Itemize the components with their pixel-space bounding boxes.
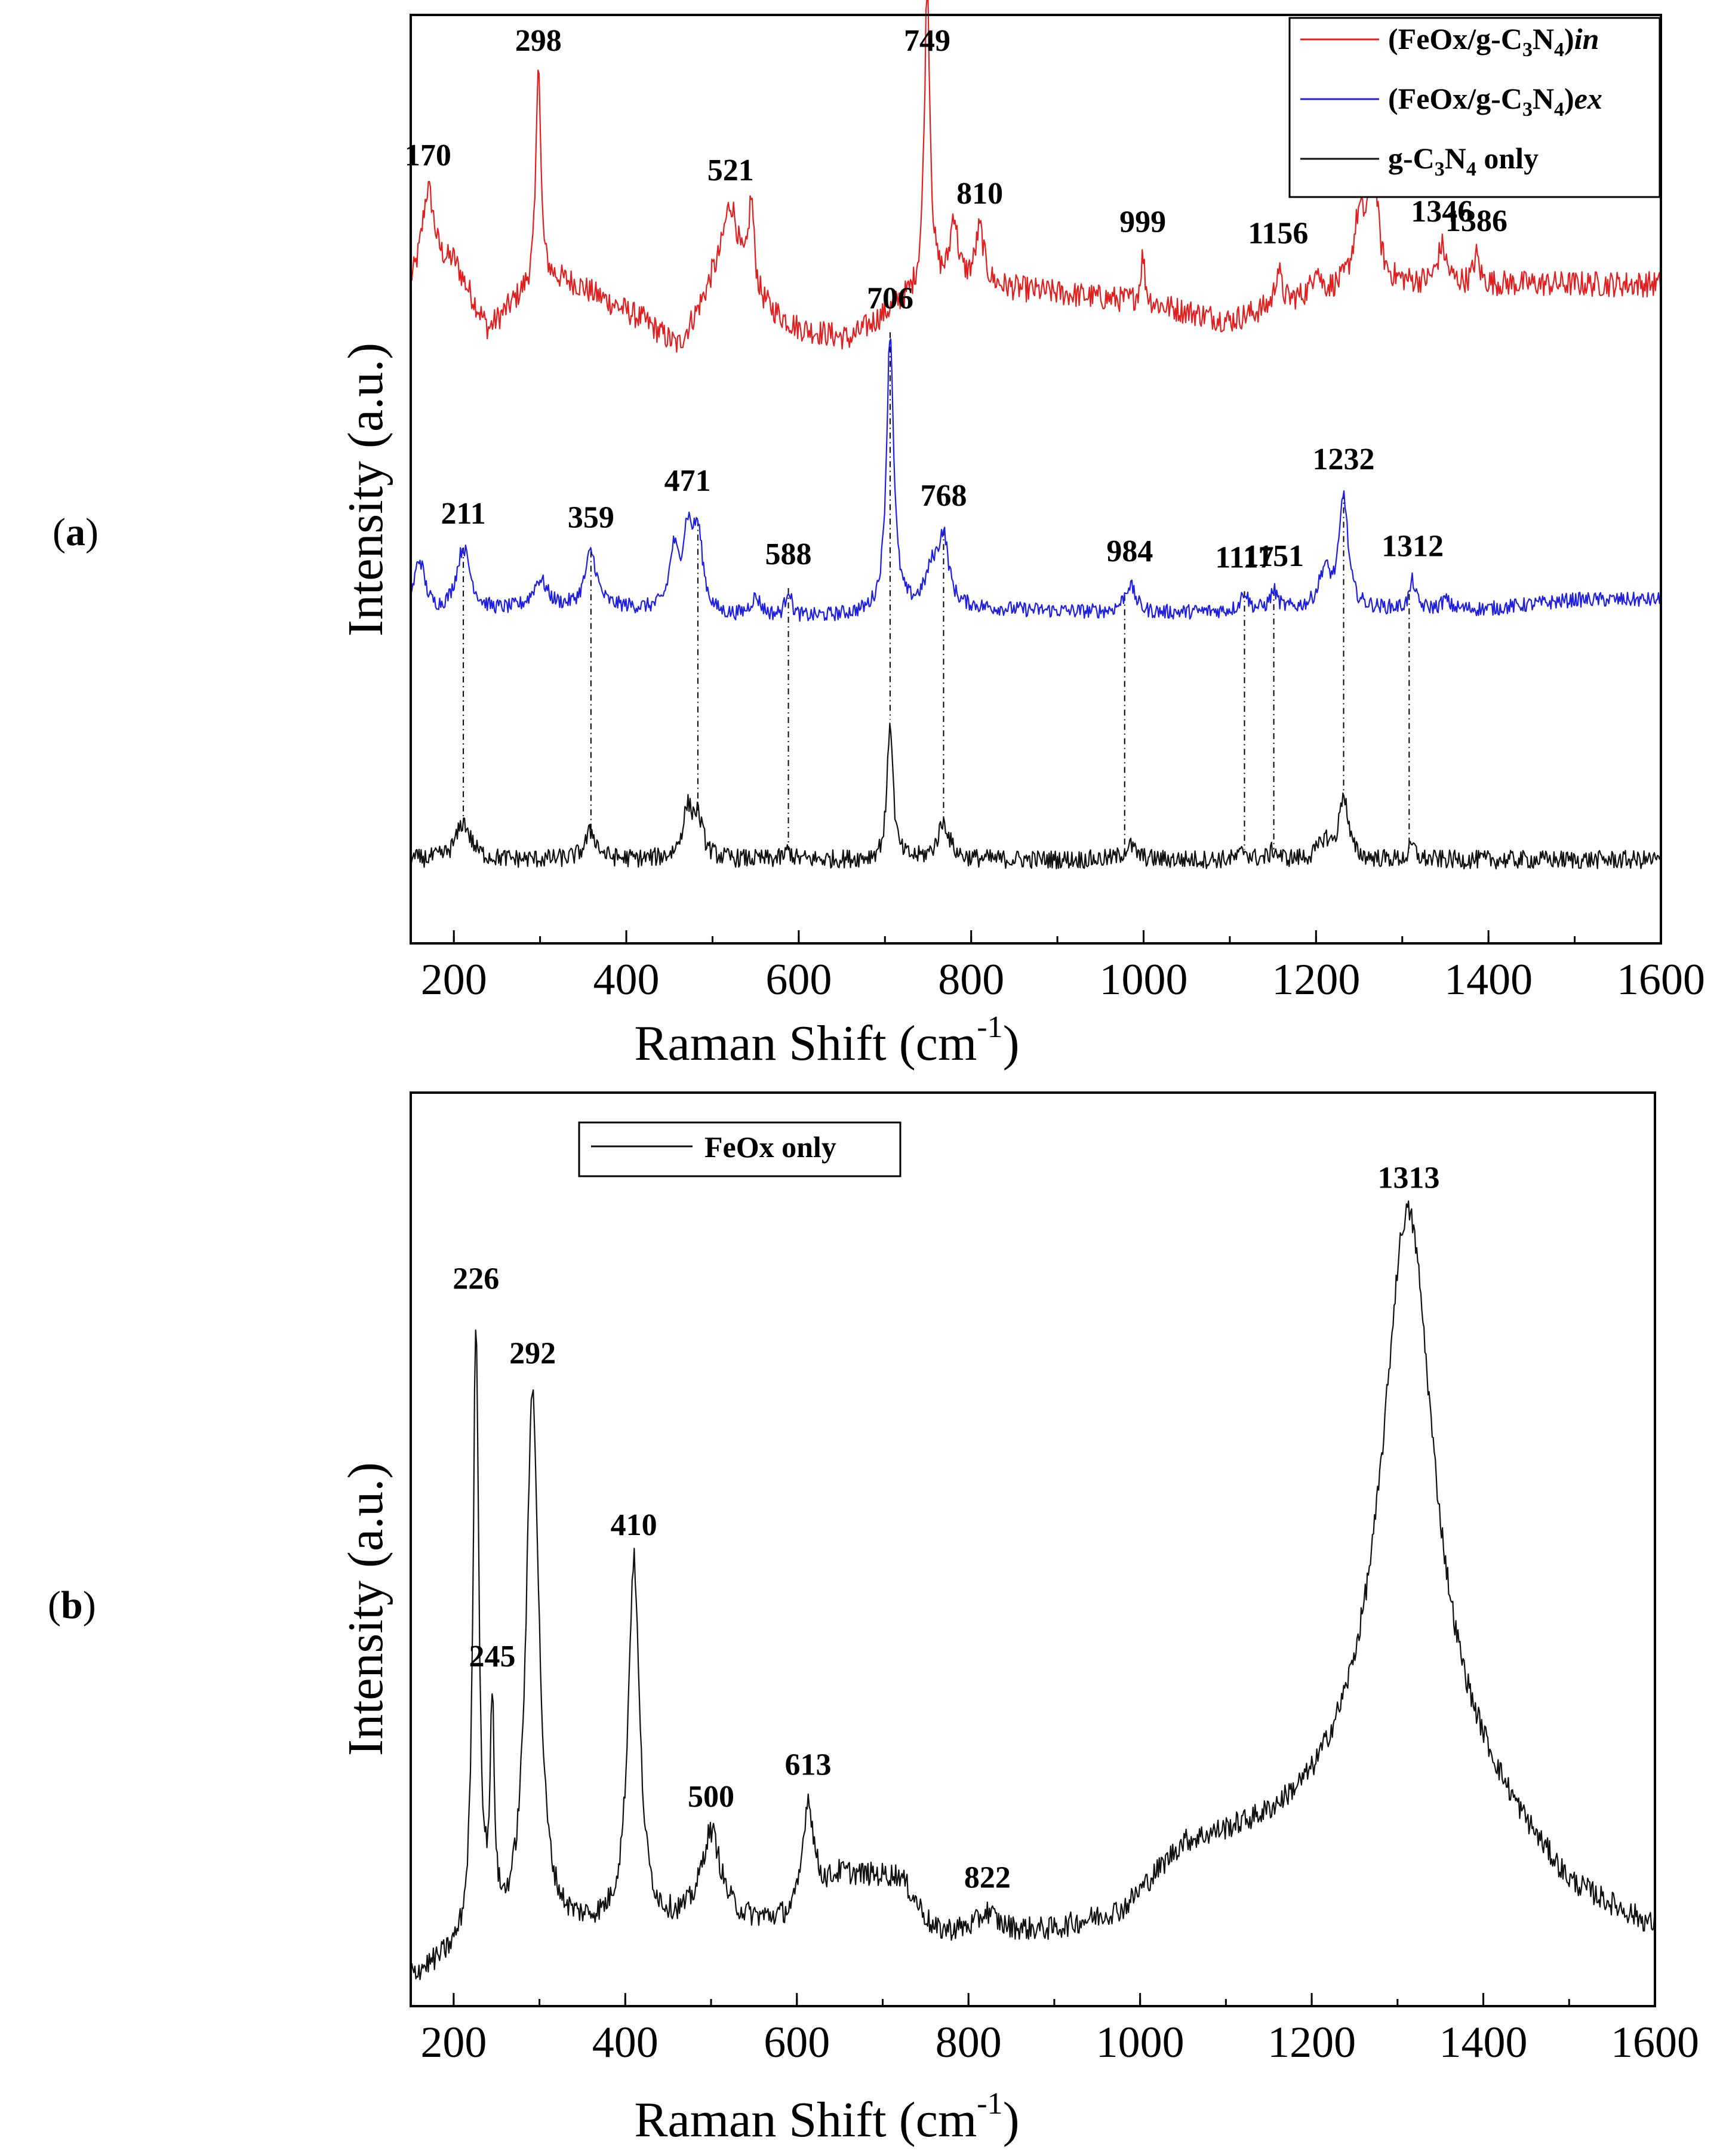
x-tick-label: 600 (764, 2018, 830, 2067)
x-tick-label: 1400 (1439, 2018, 1528, 2067)
series-line (410, 1200, 1656, 1980)
peak-label: 226 (453, 1262, 499, 1296)
x-tick-label: 400 (593, 955, 660, 1004)
series-line (410, 0, 1662, 353)
x-tick-label: 1400 (1444, 955, 1533, 1004)
panel-a-xlabel: Raman Shift (cm-1) (634, 1010, 1019, 1071)
peak-label: 999 (1119, 205, 1166, 239)
series-line (410, 722, 1662, 870)
x-tick-label: 1600 (1617, 955, 1705, 1004)
panel-b-peak-labels: 226 245 292 410 500 613 822 1313 (453, 1161, 1439, 1894)
peak-label: 500 (688, 1780, 734, 1814)
x-tick-label: 1600 (1611, 2018, 1699, 2067)
panel-b-lines (410, 1200, 1656, 1980)
panel-a: (a) Intensity (a.u.) Raman Shift (cm-1) … (53, 0, 1705, 1071)
peak-label: 170 (405, 139, 451, 173)
peak-label: 810 (956, 177, 1003, 211)
peak-label: 1151 (1244, 539, 1304, 573)
peak-label: 1312 (1382, 530, 1444, 564)
peak-label: 749 (904, 24, 950, 58)
x-tick-label: 800 (936, 2018, 1002, 2067)
x-tick-label: 1000 (1096, 2018, 1184, 2067)
x-tick-label: 800 (938, 955, 1004, 1004)
panel-a-ylabel: Intensity (a.u.) (338, 343, 393, 636)
legend-entry: FeOx only (704, 1130, 836, 1164)
peak-label: 1313 (1378, 1161, 1440, 1195)
panel-a-legend-box (1288, 17, 1661, 198)
peak-label: 521 (707, 153, 754, 187)
panel-b-xlabel: Raman Shift (cm-1) (634, 2087, 1019, 2148)
panel-b-frame (410, 1091, 1656, 2007)
panel-a-lines (410, 0, 1662, 870)
peak-label: 706 (867, 281, 913, 315)
panel-b-ylabel: Intensity (a.u.) (338, 1462, 393, 1756)
peak-label: 1232 (1313, 442, 1375, 476)
peak-label: 292 (509, 1336, 556, 1370)
panel-a-label: (a) (53, 510, 99, 554)
panel-a-legend: (FeOx/g-C3N4)in (FeOx/g-C3N4)ex g-C3N4 onl… (1288, 17, 1661, 198)
peak-label: 359 (568, 500, 614, 534)
x-tick-label: 200 (420, 2018, 487, 2067)
peak-label: 410 (611, 1508, 657, 1542)
peak-label: 984 (1106, 534, 1153, 568)
panel-b-label: (b) (48, 1583, 96, 1627)
peak-label: 768 (920, 479, 967, 513)
peak-label: 211 (441, 497, 486, 531)
panel-a-peak-labels: 1702985217498109991156126613461386211359… (405, 24, 1507, 574)
panel-b-legend: FeOx only (578, 1121, 902, 1177)
peak-label: 822 (964, 1860, 1011, 1894)
x-tick-label: 200 (421, 955, 487, 1004)
peak-label: 1386 (1445, 204, 1507, 238)
panel-b: (b) Intensity (a.u.) Raman Shift (cm-1) … (48, 1091, 1699, 2148)
legend-entry: (FeOx/g-C3N4)in (1388, 22, 1599, 61)
peak-label: 613 (784, 1748, 831, 1782)
x-tick-label: 400 (592, 2018, 659, 2067)
legend-entry: (FeOx/g-C3N4)ex (1388, 82, 1602, 121)
peak-label: 1156 (1248, 217, 1308, 251)
peak-label: 298 (515, 24, 562, 58)
x-tick-label: 600 (765, 955, 832, 1004)
panel-a-x-ticks: 200 400 600 800 1000 1200 1400 1600 (421, 930, 1705, 1004)
series-line (410, 338, 1662, 622)
panel-b-x-ticks: 200 400 600 800 1000 1200 1400 1600 (420, 1993, 1699, 2067)
panel-a-guides (463, 332, 1410, 853)
peak-label: 588 (765, 537, 812, 571)
x-tick-label: 1000 (1100, 955, 1188, 1004)
legend-entry: g-C3N4 only (1388, 142, 1539, 180)
x-tick-label: 1200 (1272, 955, 1360, 1004)
x-tick-label: 1200 (1267, 2018, 1356, 2067)
panel-a-frame (410, 14, 1662, 945)
peak-label: 471 (664, 464, 711, 498)
peak-label: 1346 (1411, 195, 1473, 229)
peak-label: 245 (469, 1640, 516, 1674)
peak-label: 1117 (1215, 540, 1273, 574)
panel-b-legend-box (578, 1121, 902, 1177)
